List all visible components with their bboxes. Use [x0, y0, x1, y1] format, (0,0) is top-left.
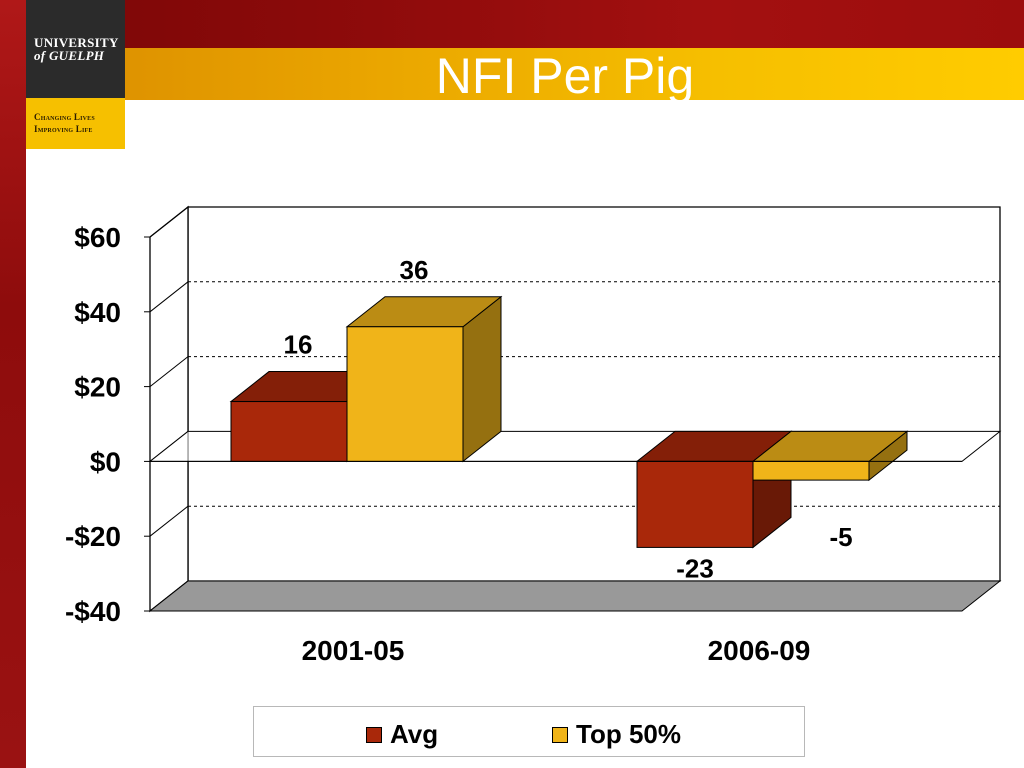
data-label: 16 — [284, 330, 313, 360]
y-tick-label: $0 — [90, 446, 121, 477]
y-tick-label: $40 — [74, 297, 121, 328]
header-band-gold — [0, 48, 1024, 100]
logo-line-1: UNIVERSITY — [34, 35, 119, 50]
bar-front-face — [636, 460, 754, 548]
legend-swatch-top — [552, 726, 568, 743]
side-wall-line — [149, 281, 189, 313]
tagline-line-2: Improving Life — [34, 124, 93, 134]
x-category-label: 2001-05 — [302, 635, 405, 666]
legend-label-top: Top 50% — [576, 719, 681, 749]
university-logo-text: UNIVERSITY of GUELPH — [34, 36, 120, 62]
side-wall-line — [149, 206, 189, 238]
chart-floor — [148, 580, 1002, 612]
legend-swatch-avg — [366, 726, 382, 743]
left-accent-bar — [0, 0, 26, 768]
legend-item-avg: Avg — [366, 719, 438, 750]
chart-legend: Avg Top 50% — [253, 706, 805, 757]
tagline-text: Changing Lives Improving Life — [34, 111, 124, 135]
side-wall-line — [149, 505, 189, 537]
header-band-red — [0, 0, 1024, 48]
legend-label-avg: Avg — [390, 719, 439, 749]
bar-front-face — [346, 326, 464, 462]
slide-title: NFI Per Pig — [435, 48, 695, 104]
side-wall-line — [149, 356, 189, 387]
logo-line-2: of GUELPH — [34, 48, 105, 63]
chart-side-wall — [149, 205, 189, 613]
y-tick-label: $60 — [74, 222, 121, 253]
y-tick-label: $20 — [74, 372, 121, 403]
tagline-line-1: Changing Lives — [34, 112, 95, 122]
bar-front-face — [230, 401, 348, 462]
x-category-label: 2006-09 — [708, 635, 811, 666]
legend-item-top: Top 50% — [552, 719, 681, 750]
data-label: -5 — [829, 522, 852, 552]
data-label: -23 — [676, 553, 714, 583]
y-tick-label: -$40 — [65, 596, 121, 627]
data-label: 36 — [400, 255, 429, 285]
university-logo-block — [26, 0, 125, 98]
bar-front-face — [752, 460, 870, 481]
y-tick-label: -$20 — [65, 521, 121, 552]
tagline-block — [26, 98, 125, 149]
